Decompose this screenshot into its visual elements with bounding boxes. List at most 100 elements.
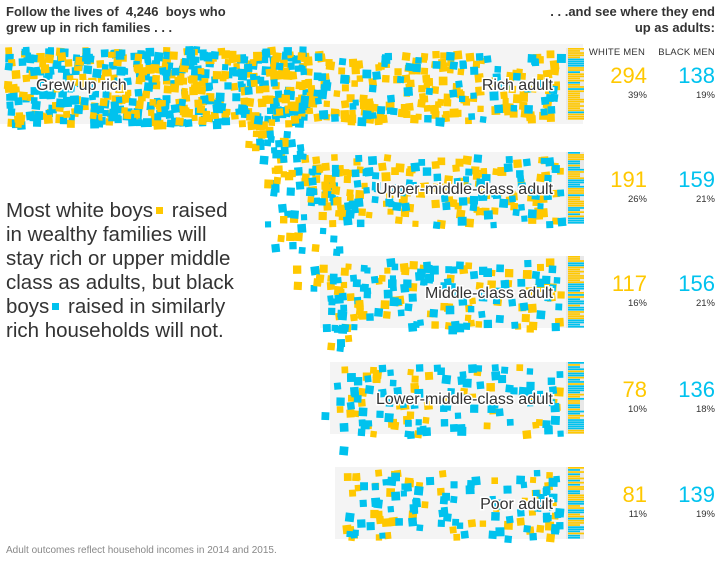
person-dot-white	[524, 270, 532, 278]
person-dot-black	[556, 53, 566, 63]
bar-stripe-black	[568, 217, 584, 220]
person-dot-black	[459, 61, 468, 70]
person-dot-transition	[373, 498, 383, 509]
person-dot-black	[551, 322, 560, 332]
person-dot-white	[378, 274, 386, 282]
person-dot-white	[506, 74, 514, 82]
person-dot-transition	[335, 246, 344, 254]
person-dot-black	[416, 524, 424, 532]
person-dot-black	[356, 219, 365, 228]
person-dot-black	[442, 202, 451, 211]
person-dot-black	[357, 117, 367, 127]
bar-stripe-white	[568, 471, 584, 473]
person-dot-black	[342, 216, 353, 226]
bar-stripe-black	[568, 181, 584, 184]
person-dot-white	[479, 520, 487, 527]
person-dot-white	[336, 406, 344, 413]
person-dot-white	[431, 160, 440, 170]
person-dot-transition	[253, 115, 264, 125]
bar-stripe-black	[568, 209, 580, 211]
person-dot-white	[449, 526, 457, 534]
person-dot-black	[424, 274, 431, 281]
bar-stripe-black	[568, 221, 584, 224]
person-dot-origin	[163, 85, 172, 94]
person-dot-black	[449, 89, 458, 98]
white-count: 294	[610, 63, 647, 88]
person-dot-black	[429, 308, 439, 318]
bar-stripe-black	[568, 425, 584, 428]
person-dot-black	[422, 167, 432, 176]
person-dot-origin	[58, 88, 68, 98]
bar-stripe-white	[568, 279, 580, 281]
bar-stripe-white	[568, 408, 580, 411]
person-dot-black	[357, 428, 366, 437]
person-dot-black	[495, 287, 503, 295]
person-dot-origin	[85, 53, 94, 62]
person-dot-black	[528, 189, 536, 197]
person-dot-origin	[114, 77, 122, 85]
bar-stripe-white	[568, 260, 584, 262]
bar-stripe-black	[568, 526, 584, 528]
person-dot-black	[556, 522, 564, 530]
person-dot-black	[487, 404, 496, 414]
person-dot-black	[450, 266, 458, 274]
person-dot-white	[512, 94, 523, 104]
person-dot-black	[397, 309, 405, 317]
person-dot-origin	[275, 108, 284, 116]
person-dot-white	[467, 519, 477, 528]
person-dot-black	[462, 394, 470, 402]
bar-stripe-white	[568, 467, 584, 469]
bar-stripe-black	[568, 308, 584, 311]
bar-stripe-black	[568, 262, 584, 265]
person-dot-black	[389, 296, 399, 307]
person-dot-origin	[116, 66, 126, 76]
person-dot-white	[483, 422, 491, 430]
person-dot-black	[376, 105, 386, 115]
person-dot-white	[412, 220, 419, 228]
person-dot-black	[541, 275, 551, 285]
person-dot-transition	[330, 235, 338, 243]
person-dot-black	[491, 511, 500, 521]
person-dot-black	[381, 60, 389, 68]
person-dot-black	[543, 191, 552, 201]
person-dot-black	[496, 264, 505, 273]
person-dot-black	[550, 415, 561, 426]
person-dot-origin	[37, 81, 44, 88]
person-dot-black	[340, 323, 350, 332]
black-percent: 21%	[695, 194, 715, 205]
person-dot-black	[401, 202, 411, 212]
bar-stripe-black	[568, 534, 580, 537]
person-dot-white	[534, 211, 544, 220]
person-dot-black	[455, 261, 464, 270]
person-dot-black	[440, 506, 449, 515]
person-dot-origin	[285, 120, 293, 128]
person-dot-black	[465, 485, 475, 495]
white-legend-square-icon	[155, 206, 163, 214]
person-dot-origin	[96, 120, 104, 128]
bar-stripe-white	[568, 196, 580, 199]
person-dot-white	[443, 93, 451, 101]
bar-stripe-white	[568, 79, 584, 82]
person-dot-black	[540, 96, 550, 105]
person-dot-black	[351, 169, 360, 178]
person-dot-white	[457, 68, 465, 76]
person-dot-origin	[289, 101, 299, 112]
person-dot-white	[477, 105, 484, 113]
person-dot-black	[308, 168, 316, 176]
person-dot-origin	[135, 119, 143, 127]
person-dot-black	[548, 85, 558, 95]
person-dot-transition	[245, 140, 253, 149]
person-dot-transition	[352, 472, 361, 481]
person-dot-black	[395, 518, 403, 526]
bar-stripe-black	[568, 81, 580, 84]
bar-stripe-white	[568, 513, 580, 516]
person-dot-transition	[329, 277, 338, 285]
person-dot-black	[391, 491, 401, 501]
person-dot-origin	[115, 84, 124, 94]
person-dot-black	[445, 51, 455, 61]
person-dot-black	[412, 321, 420, 328]
person-dot-white	[407, 368, 414, 376]
person-dot-black	[483, 55, 492, 64]
black-legend-square-icon	[52, 302, 60, 310]
person-dot-transition	[259, 129, 268, 139]
